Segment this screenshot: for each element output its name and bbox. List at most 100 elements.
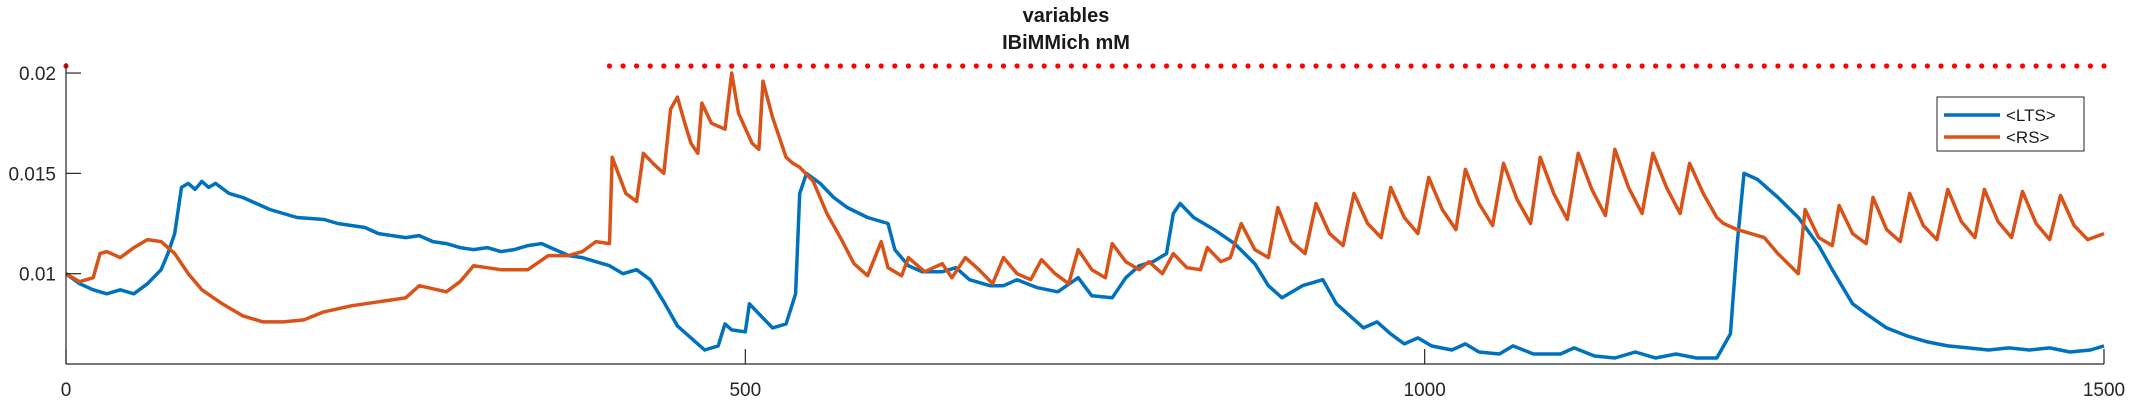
y-tick-label: 0.02 <box>19 64 56 85</box>
marker-point-53 <box>1313 63 1319 69</box>
series-line-0 <box>64 171 2105 360</box>
marker-point-57 <box>1367 63 1373 69</box>
marker-point-54 <box>1327 63 1333 69</box>
marker-point-48 <box>1245 63 1251 69</box>
plot-lines <box>64 71 2105 360</box>
marker-point-77 <box>1639 63 1645 69</box>
marker-point-8 <box>702 63 708 69</box>
marker-point-88 <box>1788 63 1795 69</box>
series-line-1 <box>65 71 2105 324</box>
marker-point-16 <box>810 63 816 69</box>
marker-point-92 <box>1843 63 1849 69</box>
marker-point-96 <box>1897 63 1903 69</box>
marker-point-62 <box>1435 63 1441 69</box>
marker-point-39 <box>1123 63 1129 69</box>
marker-point-71 <box>1557 63 1564 69</box>
marker-point-94 <box>1870 63 1876 69</box>
marker-point-56 <box>1354 63 1360 69</box>
marker-point-93 <box>1856 63 1862 69</box>
marker-point-6 <box>674 63 681 69</box>
x-tick-label: 1500 <box>2083 380 2125 400</box>
marker-point-50 <box>1272 63 1278 69</box>
marker-point-83 <box>1721 63 1727 69</box>
marker-point-20 <box>865 63 871 69</box>
marker-point-15 <box>797 63 803 69</box>
legend-label-rs: <RS> <box>2006 128 2050 147</box>
marker-point-33 <box>1041 63 1047 69</box>
marker-point-55 <box>1340 63 1346 69</box>
marker-point-43 <box>1177 63 1183 69</box>
x-tick-label: 1000 <box>1404 380 1446 400</box>
marker-point-69 <box>1530 63 1536 69</box>
marker-point-68 <box>1517 63 1523 69</box>
marker-point-80 <box>1680 63 1686 69</box>
y-axis-ticks: 0.01 0.015 0.02 <box>8 64 81 286</box>
marker-point-22 <box>892 63 898 69</box>
marker-point-11 <box>742 63 748 69</box>
marker-point-24 <box>919 63 925 69</box>
marker-point-99 <box>1938 63 1944 69</box>
marker-point-26 <box>946 63 952 69</box>
marker-point-73 <box>1585 63 1591 69</box>
marker-point-9 <box>715 63 721 69</box>
marker-point-28 <box>973 63 979 69</box>
marker-point-111 <box>2101 63 2107 69</box>
marker-point-65 <box>1476 63 1482 69</box>
marker-point-85 <box>1748 63 1754 69</box>
marker-point-52 <box>1299 63 1305 69</box>
marker-point-67 <box>1503 63 1509 69</box>
marker-point-90 <box>1816 63 1822 69</box>
marker-point-49 <box>1259 63 1265 69</box>
y-tick-label: 0.015 <box>8 164 56 185</box>
marker-point-45 <box>1204 63 1210 69</box>
x-tick-label: 0 <box>61 380 72 400</box>
marker-point-76 <box>1625 63 1632 69</box>
y-tick-label: 0.01 <box>19 265 56 286</box>
marker-point-108 <box>2060 63 2066 69</box>
marker-point-105 <box>2019 63 2026 69</box>
marker-point-103 <box>1992 63 1998 69</box>
marker-point-91 <box>1829 63 1835 69</box>
marker-point-107 <box>2047 63 2053 69</box>
marker-point-46 <box>1218 63 1224 69</box>
marker-point-19 <box>851 63 857 69</box>
marker-point-18 <box>837 63 844 69</box>
marker-point-86 <box>1761 63 1767 69</box>
marker-point-97 <box>1911 63 1917 69</box>
marker-point-109 <box>2074 63 2080 69</box>
marker-point-95 <box>1884 63 1890 69</box>
marker-point-102 <box>1979 63 1985 69</box>
marker-point-2 <box>620 63 626 69</box>
marker-point-42 <box>1163 63 1170 69</box>
marker-point-61 <box>1422 63 1428 69</box>
marker-point-25 <box>932 63 939 69</box>
marker-point-98 <box>1924 63 1930 69</box>
marker-point-13 <box>769 63 776 69</box>
marker-point-23 <box>905 63 912 69</box>
marker-point-37 <box>1096 63 1102 69</box>
marker-point-51 <box>1286 63 1292 69</box>
marker-point-100 <box>1951 63 1958 69</box>
marker-point-38 <box>1109 63 1115 69</box>
marker-point-75 <box>1612 63 1618 69</box>
marker-point-84 <box>1734 63 1740 69</box>
marker-point-66 <box>1490 63 1496 69</box>
marker-point-81 <box>1693 63 1699 69</box>
marker-point-58 <box>1381 63 1387 69</box>
marker-point-21 <box>878 63 884 69</box>
marker-point-110 <box>2087 63 2093 69</box>
marker-point-14 <box>783 63 789 69</box>
marker-point-1 <box>606 63 613 69</box>
marker-point-72 <box>1571 63 1577 69</box>
marker-point-79 <box>1666 63 1672 69</box>
marker-point-10 <box>729 63 735 69</box>
marker-point-5 <box>661 63 667 69</box>
marker-point-30 <box>1000 63 1007 69</box>
marker-point-74 <box>1598 63 1604 69</box>
marker-point-47 <box>1231 63 1238 69</box>
marker-point-27 <box>960 63 966 69</box>
marker-point-31 <box>1014 63 1020 69</box>
marker-point-60 <box>1408 63 1414 69</box>
